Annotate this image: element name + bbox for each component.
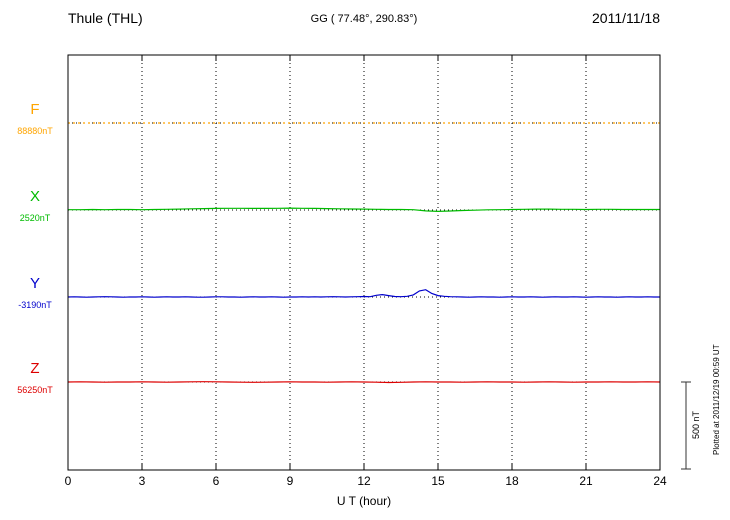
x-tick-label: 18 <box>505 474 519 488</box>
x-tick-label: 3 <box>138 474 146 488</box>
series-value-f: 88880nT <box>17 126 53 136</box>
trace-y <box>67 289 660 298</box>
geographic-coords: GG ( 77.48°, 290.83°) <box>310 13 418 25</box>
x-axis-label: U T (hour) <box>336 494 392 508</box>
x-tick-label: 0 <box>64 474 72 488</box>
series-value-z: 56250nT <box>17 385 53 395</box>
station-title: Thule (THL) <box>68 10 143 26</box>
trace-z <box>67 381 661 384</box>
x-tick-label: 12 <box>357 474 371 488</box>
series-value-x: 2520nT <box>19 213 51 223</box>
x-tick-label: 15 <box>431 474 445 488</box>
series-value-y: -3190nT <box>18 300 52 310</box>
series-label-f: F <box>30 101 40 118</box>
plotted-at-note: Plotted at 2011/12/19 00:59 UT <box>712 344 721 456</box>
plot-border <box>67 54 661 471</box>
x-tick-label: 6 <box>212 474 220 488</box>
plot-date: 2011/11/18 <box>592 10 660 26</box>
x-tick-label: 9 <box>286 474 294 488</box>
x-tick-label: 21 <box>579 474 593 488</box>
series-label-y: Y <box>29 275 40 292</box>
series-label-z: Z <box>30 360 40 377</box>
x-tick-label: 24 <box>653 474 667 488</box>
trace-x <box>68 207 660 213</box>
scale-bar-label: 500 nT <box>691 410 701 440</box>
series-label-x: X <box>29 188 40 205</box>
